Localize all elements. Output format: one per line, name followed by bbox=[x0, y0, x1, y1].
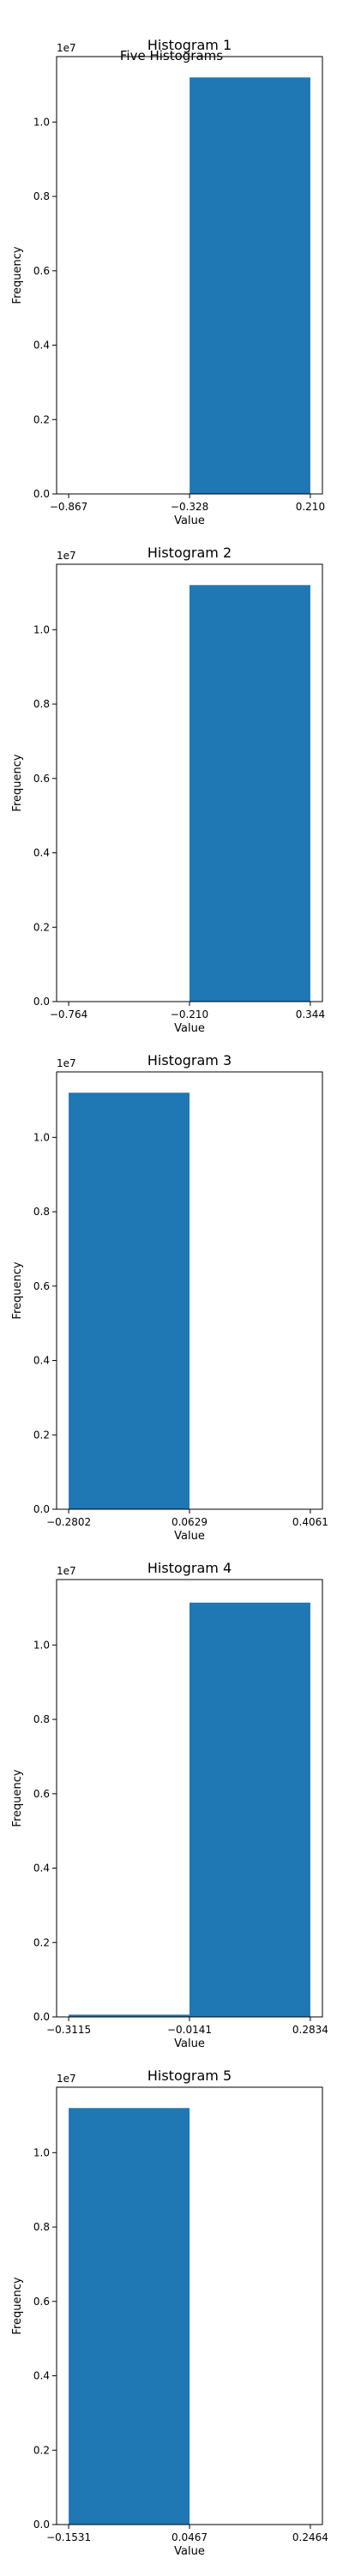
histogram-4: Histogram 4 1e7 0.0 0.2 0.4 0.6 0.8 1.0 −0.3115 −… bbox=[11, 1560, 328, 2050]
y-tick-label: 0.2 bbox=[33, 921, 50, 933]
figure-title: Five Histograms bbox=[119, 48, 224, 63]
y-tick-label: 0.6 bbox=[33, 2296, 50, 2308]
y-tick-label: 0.2 bbox=[33, 413, 50, 425]
y-tick-label: 0.4 bbox=[33, 1863, 50, 1875]
y-tick-label: 0.2 bbox=[33, 2444, 50, 2456]
y-tick-label: 0.8 bbox=[33, 698, 50, 710]
x-tick-label: −0.0141 bbox=[167, 2024, 212, 2036]
y-tick-label: 1.0 bbox=[33, 2146, 50, 2158]
x-tick-label: −0.2802 bbox=[46, 1516, 91, 1528]
x-tick-label: 0.2464 bbox=[292, 2531, 328, 2543]
x-axis-label: Value bbox=[174, 1530, 205, 1543]
y-axis-label: Frequency bbox=[11, 246, 24, 304]
y-axis-label: Frequency bbox=[11, 754, 24, 811]
y-tick-label: 0.8 bbox=[33, 2221, 50, 2233]
histogram-bar bbox=[190, 77, 310, 495]
y-offset-label: 1e7 bbox=[57, 42, 76, 54]
y-tick-label: 0.2 bbox=[33, 1429, 50, 1441]
y-tick-label: 0.0 bbox=[33, 996, 50, 1008]
y-tick-label: 0.0 bbox=[33, 2011, 50, 2023]
histogram-bar bbox=[69, 2014, 190, 2017]
y-tick-label: 0.4 bbox=[33, 1355, 50, 1367]
y-tick-label: 0.8 bbox=[33, 190, 50, 202]
x-tick-label: −0.764 bbox=[50, 1008, 87, 1020]
y-offset-label: 1e7 bbox=[57, 2073, 76, 2085]
x-axis-label: Value bbox=[174, 2545, 205, 2558]
x-tick-label: −0.867 bbox=[50, 501, 87, 513]
histogram-bar bbox=[189, 1602, 310, 2017]
histogram-1: Histogram 1 1e7 0.0 0.2 0.4 0.6 0.8 1.0 −0.867 −0… bbox=[11, 37, 325, 527]
x-tick-label: 0.210 bbox=[296, 501, 325, 513]
chart-title: Histogram 5 bbox=[147, 2067, 232, 2084]
x-tick-label: 0.0467 bbox=[172, 2531, 208, 2543]
x-tick-label: 0.344 bbox=[296, 1008, 325, 1020]
y-offset-label: 1e7 bbox=[57, 1565, 76, 1577]
y-tick-label: 1.0 bbox=[33, 623, 50, 635]
y-tick-label: 0.6 bbox=[33, 265, 50, 277]
histogram-5: Histogram 5 1e7 0.0 0.2 0.4 0.6 0.8 1.0 −0.1531 0… bbox=[11, 2067, 328, 2558]
x-axis-label: Value bbox=[174, 1022, 205, 1035]
y-axis-label: Frequency bbox=[11, 1261, 24, 1319]
chart-title: Histogram 2 bbox=[147, 545, 232, 561]
y-tick-label: 1.0 bbox=[33, 116, 50, 128]
y-tick-label: 1.0 bbox=[33, 1131, 50, 1143]
x-axis-label: Value bbox=[174, 2037, 205, 2050]
y-tick-label: 0.8 bbox=[33, 1206, 50, 1218]
y-offset-label: 1e7 bbox=[57, 550, 76, 562]
chart-title: Histogram 4 bbox=[147, 1560, 232, 1576]
y-tick-label: 0.2 bbox=[33, 1936, 50, 1948]
x-tick-label: 0.4061 bbox=[292, 1516, 328, 1528]
y-tick-label: 0.4 bbox=[33, 847, 50, 859]
y-tick-label: 0.6 bbox=[33, 1280, 50, 1292]
x-tick-label: 0.0629 bbox=[172, 1516, 208, 1528]
x-tick-label: 0.2834 bbox=[292, 2024, 328, 2036]
y-tick-label: 0.4 bbox=[33, 2370, 50, 2382]
y-tick-label: 0.8 bbox=[33, 1713, 50, 1725]
y-tick-label: 0.6 bbox=[33, 773, 50, 785]
histogram-2: Histogram 2 1e7 0.0 0.2 0.4 0.6 0.8 1.0 −0.764 −0… bbox=[11, 545, 325, 1035]
x-axis-label: Value bbox=[174, 515, 205, 527]
y-axis-label: Frequency bbox=[11, 2277, 24, 2334]
x-tick-label: −0.1531 bbox=[46, 2531, 91, 2543]
x-tick-label: −0.328 bbox=[171, 501, 208, 513]
chart-title: Histogram 3 bbox=[147, 1052, 232, 1068]
histogram-bar bbox=[69, 2108, 190, 2525]
histogram-bar bbox=[190, 585, 310, 1002]
y-tick-label: 0.0 bbox=[33, 2519, 50, 2531]
y-tick-label: 0.0 bbox=[33, 1503, 50, 1515]
y-tick-label: 0.0 bbox=[33, 488, 50, 500]
y-tick-label: 1.0 bbox=[33, 1639, 50, 1651]
x-tick-label: −0.210 bbox=[171, 1008, 208, 1020]
y-tick-label: 0.6 bbox=[33, 1788, 50, 1800]
histogram-3: Histogram 3 1e7 0.0 0.2 0.4 0.6 0.8 1.0 −0.2802 0… bbox=[11, 1052, 328, 1543]
y-tick-label: 0.4 bbox=[33, 340, 50, 352]
y-axis-label: Frequency bbox=[11, 1769, 24, 1827]
histogram-bar bbox=[69, 1092, 190, 1509]
y-offset-label: 1e7 bbox=[57, 1057, 76, 1069]
chart-title: Histogram 1 bbox=[147, 37, 232, 53]
x-tick-label: −0.3115 bbox=[46, 2024, 91, 2036]
